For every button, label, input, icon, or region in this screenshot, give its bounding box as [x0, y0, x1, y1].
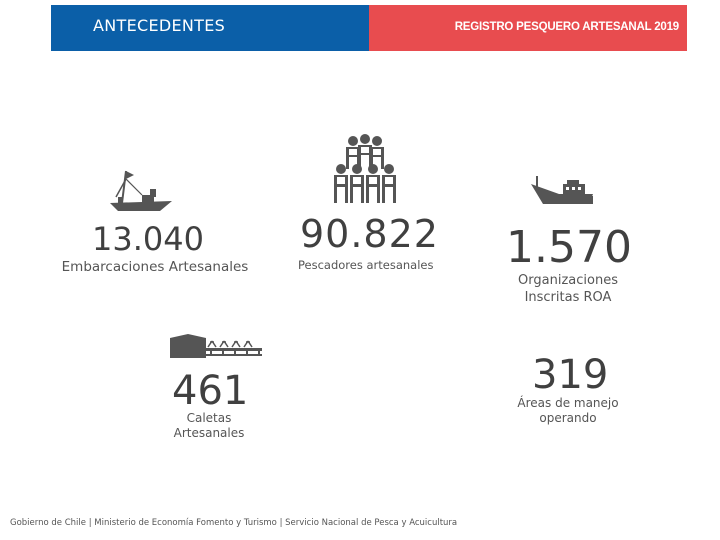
caletas-value: 461	[172, 368, 249, 414]
organizaciones-value: 1.570	[506, 222, 632, 273]
areas-label-line2: operando	[539, 411, 597, 425]
trawler-ship-icon	[531, 176, 593, 204]
header-subtitle: REGISTRO PESQUERO ARTESANAL 2019	[454, 21, 679, 33]
header-banner: ANTECEDENTES REGISTRO PESQUERO ARTESANAL…	[51, 5, 687, 51]
fishermen-group-icon	[334, 134, 396, 203]
embarcaciones-value: 13.040	[92, 220, 204, 258]
areas-value: 319	[532, 352, 609, 398]
footer-text: Gobierno de Chile | Ministerio de Econom…	[10, 518, 458, 528]
page-title: ANTECEDENTES	[93, 16, 226, 35]
organizaciones-label-line1: Organizaciones	[518, 273, 618, 288]
organizaciones-label-line2: Inscritas ROA	[524, 290, 612, 305]
areas-label-line1: Áreas de manejo	[517, 396, 619, 410]
pescadores-value: 90.822	[300, 212, 439, 256]
caletas-label-line2: Artesanales	[173, 426, 245, 440]
pescadores-label: Pescadores artesanales	[298, 258, 434, 272]
cove-harbor-icon	[170, 334, 262, 358]
caletas-label-line1: Caletas	[186, 411, 232, 425]
header-blue-block: ANTECEDENTES	[51, 5, 369, 51]
fishing-boat-icon	[110, 170, 172, 211]
embarcaciones-label: Embarcaciones Artesanales	[61, 259, 249, 275]
header-red-block: REGISTRO PESQUERO ARTESANAL 2019	[369, 5, 687, 51]
